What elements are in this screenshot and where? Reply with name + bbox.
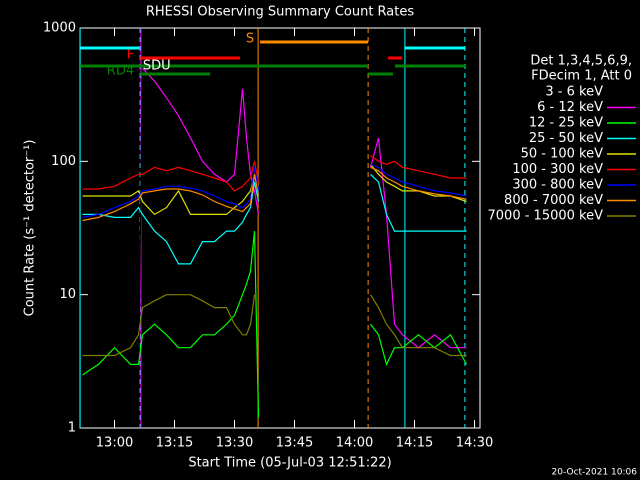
x-tick-label: 13:15 — [156, 436, 193, 451]
legend-label: 3 - 6 keV — [545, 85, 603, 100]
legend-label: 50 - 100 keV — [521, 147, 604, 162]
legend-label: 300 - 800 keV — [512, 178, 603, 193]
x-tick-label: 14:00 — [336, 436, 373, 451]
series-line — [82, 294, 467, 357]
x-tick-label: 13:00 — [96, 436, 133, 451]
x-tick-label: 14:15 — [396, 436, 433, 451]
state-label: F — [127, 48, 134, 63]
legend-label: 25 - 50 keV — [529, 131, 603, 146]
state-label: RD4 — [107, 64, 134, 79]
legend-label: 100 - 300 keV — [512, 162, 603, 177]
series-line — [82, 166, 467, 222]
series-line — [82, 163, 467, 216]
series-line — [82, 163, 467, 218]
x-tick-label: 14:30 — [456, 436, 493, 451]
y-tick-label: 10 — [59, 287, 76, 302]
x-tick-label: 13:30 — [216, 436, 253, 451]
y-axis-label: Count Rate (s⁻¹ detector⁻¹) — [23, 140, 38, 317]
x-tick-label: 13:45 — [276, 436, 313, 451]
legend-label: 7000 - 15000 keV — [488, 209, 604, 224]
y-tick-label: 100 — [51, 154, 76, 169]
legend-header: FDecim 1, Att 0 — [531, 69, 632, 84]
series-line — [82, 155, 467, 192]
legend-label: 12 - 25 keV — [529, 116, 603, 131]
series-line — [82, 173, 467, 265]
legend-label: 800 - 7000 keV — [504, 193, 603, 208]
y-tick-label: 1000 — [43, 21, 76, 36]
series-line — [137, 39, 396, 418]
state-label: S — [246, 32, 254, 47]
legend-header: Det 1,3,4,5,6,9, — [530, 54, 632, 69]
footer-date: 20-Oct-2021 10:06 — [552, 468, 638, 478]
legend-label: 6 - 12 keV — [537, 100, 603, 115]
x-axis-label: Start Time (05-Jul-03 12:51:22) — [188, 456, 391, 471]
y-tick-label: 1 — [68, 421, 76, 436]
series-line — [142, 67, 467, 349]
annotation: SDU — [143, 59, 171, 74]
chart-title: RHESSI Observing Summary Count Rates — [146, 5, 415, 20]
